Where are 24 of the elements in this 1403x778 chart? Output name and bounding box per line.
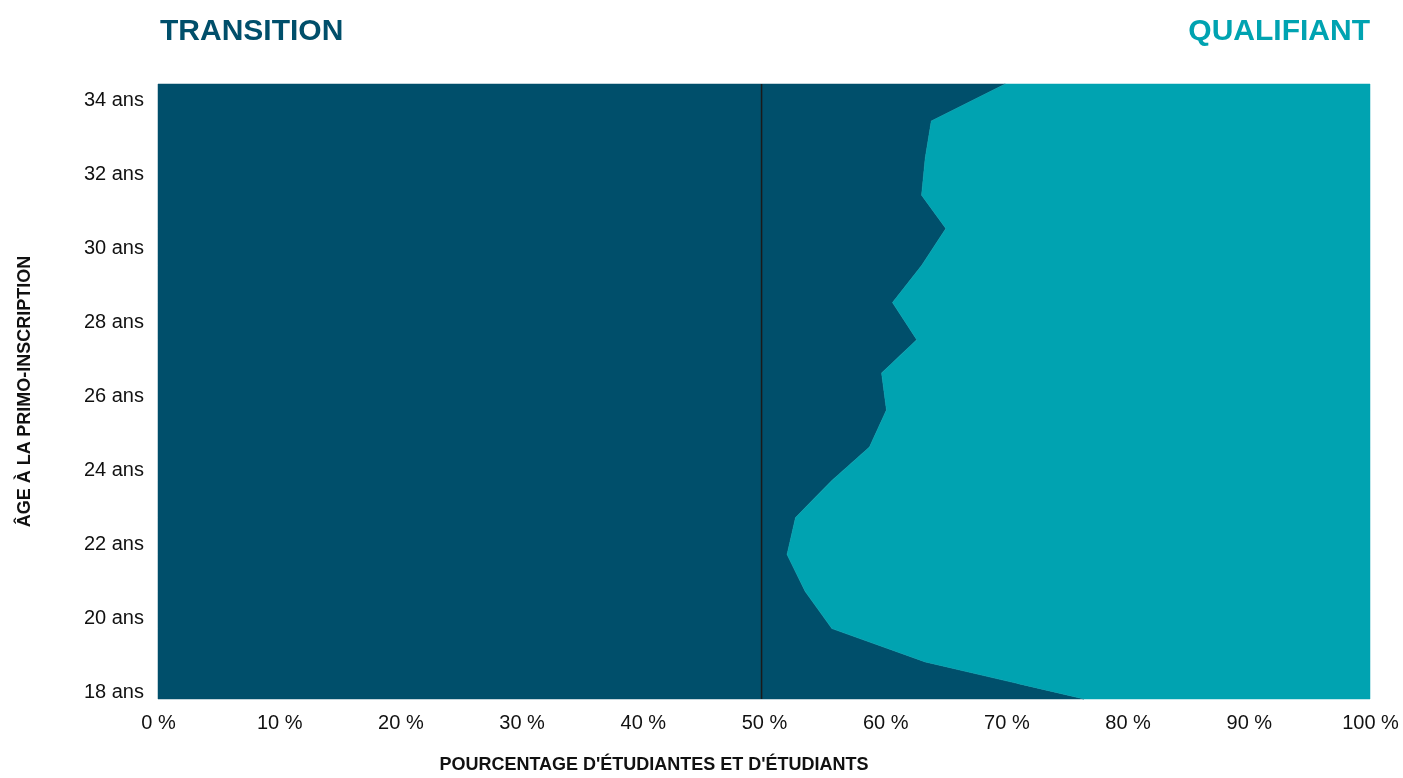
x-tick-label: 80 % (1105, 711, 1152, 734)
x-tick-label: 0 % (141, 711, 176, 734)
series-label: QUALIFIANT (1188, 13, 1370, 46)
y-tick-label: 24 ans (83, 458, 144, 481)
x-tick-label: 70 % (984, 711, 1030, 734)
y-tick-label: 30 ans (83, 235, 144, 258)
y-tick-label: 28 ans (83, 310, 144, 333)
x-tick-label: 20 % (378, 711, 424, 734)
x-tick-label: 30 % (499, 711, 546, 734)
x-axis-title: POURCENTAGE D'ÉTUDIANTES ET D'ÉTUDIANTS (439, 753, 869, 774)
series-label: TRANSITION (160, 13, 344, 46)
y-tick-label: 32 ans (83, 161, 144, 184)
x-tick-label: 60 % (862, 711, 909, 734)
x-tick-label: 40 % (620, 711, 667, 734)
x-tick-label: 90 % (1226, 711, 1273, 734)
y-tick-label: 22 ans (83, 532, 144, 555)
y-axis-title: ÂGE À LA PRIMO-INSCRIPTION (13, 255, 34, 528)
x-tick-label: 100 % (1342, 711, 1400, 734)
y-tick-label: 26 ans (83, 384, 144, 407)
x-tick-label: 10 % (256, 711, 303, 734)
y-tick-label: 18 ans (83, 680, 144, 703)
y-tick-label: 20 ans (83, 606, 144, 629)
y-tick-label: 34 ans (83, 87, 144, 110)
x-tick-label: 50 % (741, 711, 788, 734)
